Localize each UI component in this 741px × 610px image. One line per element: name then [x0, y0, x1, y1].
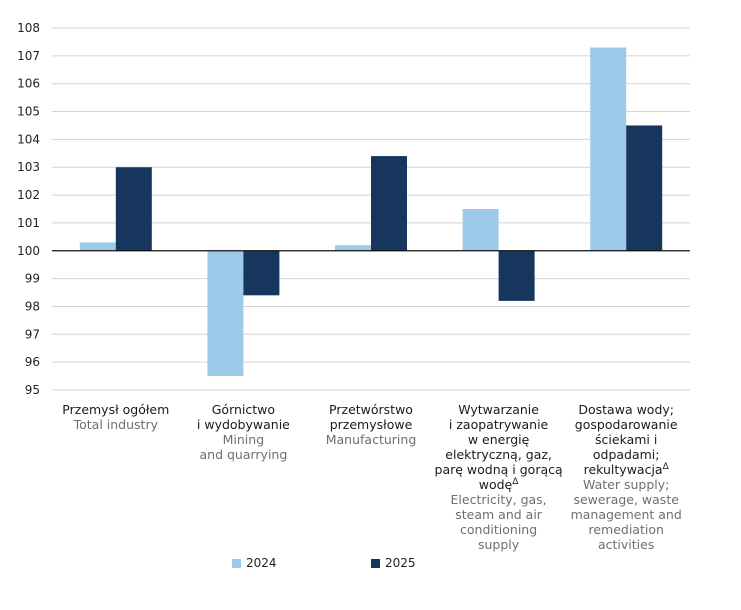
category-label-3: Wytwarzanie i zaopatrywanie w energię elekt…: [433, 402, 565, 552]
category-label-pl-line: w energię: [467, 432, 530, 447]
bar-2024-cat-4: [590, 47, 627, 251]
category-label-en-line: supply: [478, 537, 520, 552]
bar-2024-cat-0: [79, 242, 116, 251]
category-label-pl-line: elektryczną, gaz,: [445, 447, 552, 462]
y-axis-ticks: 95 96 97 98 99 100 101 102 103 104 105 106 107 108: [17, 21, 40, 397]
category-label-pl-line: parę wodną i gorącą: [434, 462, 563, 477]
legend-swatch-2024: [232, 558, 241, 568]
category-label-4: Dostawa wody; gospodarowanie ściekami i odp…: [560, 402, 692, 552]
category-label-pl-line: Dostawa wody;: [578, 402, 674, 417]
legend-swatch-2025: [371, 558, 380, 568]
category-label-pl-line: ściekami i: [595, 432, 658, 447]
y-tick-label: 100: [17, 244, 40, 258]
y-tick-label: 103: [17, 160, 40, 174]
bars: [79, 47, 663, 377]
category-label-en-line: conditioning: [460, 522, 538, 537]
category-label-en-line: Mining: [222, 432, 265, 447]
y-tick-label: 107: [17, 49, 40, 63]
category-label-pl-line: Wytwarzanie: [458, 402, 539, 417]
category-label-pl-line: Górnictwo: [211, 402, 276, 417]
bar-2025-cat-3: [498, 250, 535, 301]
category-label-pl-line: przemysłowe: [329, 417, 413, 432]
y-tick-label: 105: [17, 105, 40, 119]
category-label-pl-line: rekultywacjaΔ: [583, 462, 669, 477]
category-label-en-line: steam and air: [455, 507, 542, 522]
y-tick-label: 108: [17, 21, 40, 35]
category-label-pl-line: Przetwórstwo: [329, 402, 413, 417]
category-label-pl-line: odpadami;: [592, 447, 660, 462]
y-tick-label: 97: [25, 327, 40, 341]
legend-label-2024: 2024: [246, 556, 277, 570]
y-tick-label: 95: [25, 383, 40, 397]
category-label-pl-line: wodęΔ: [478, 477, 519, 492]
y-tick-label: 99: [25, 272, 40, 286]
bar-2025-cat-0: [115, 167, 152, 251]
category-label-en-line: activities: [598, 537, 655, 552]
y-tick-label: 96: [25, 355, 40, 369]
footnote-marker: Δ: [662, 462, 669, 472]
bar-2024-cat-2: [335, 245, 371, 251]
category-label-pl-line: Przemysł ogółem: [62, 402, 170, 417]
category-label-1: Górnictwo i wydobywanie Mining and quarryin…: [177, 402, 309, 462]
bar-2024-cat-1: [207, 250, 244, 377]
y-tick-label: 104: [17, 132, 40, 146]
legend-item-2025: 2025: [371, 556, 416, 570]
legend-label-2025: 2025: [385, 556, 416, 570]
legend-item-2024: 2024: [232, 556, 277, 570]
category-label-en-line: Manufacturing: [325, 432, 417, 447]
bar-2025-cat-4: [626, 125, 663, 251]
category-label-en-line: Water supply;: [583, 477, 670, 492]
category-label-en-line: sewerage, waste: [573, 492, 679, 507]
category-label-pl-line: i wydobywanie: [196, 417, 290, 432]
bar-2025-cat-2: [371, 156, 407, 251]
y-tick-label: 98: [25, 299, 40, 313]
y-tick-label: 102: [17, 188, 40, 202]
bar-2025-cat-1: [243, 250, 280, 296]
category-label-en-line: Electricity, gas,: [450, 492, 547, 507]
footnote-marker: Δ: [512, 477, 519, 487]
y-tick-label: 106: [17, 77, 40, 91]
category-label-en-line: management and: [570, 507, 682, 522]
category-label-pl-line: i zaopatrywanie: [448, 417, 549, 432]
category-label-pl-line: gospodarowanie: [574, 417, 678, 432]
category-label-2: Przetwórstwo przemysłowe Manufacturing: [305, 402, 437, 447]
y-tick-label: 101: [17, 216, 40, 230]
category-label-0: Przemysł ogółem Total industry: [50, 402, 182, 432]
category-label-en-line: Total industry: [73, 417, 158, 432]
category-label-en-line: and quarrying: [199, 447, 288, 462]
bar-chart: 95 96 97 98 99 100 101 102 103 104 105 106 107 108: [17, 21, 690, 397]
category-label-en-line: remediation: [588, 522, 664, 537]
bar-2024-cat-3: [462, 209, 499, 251]
